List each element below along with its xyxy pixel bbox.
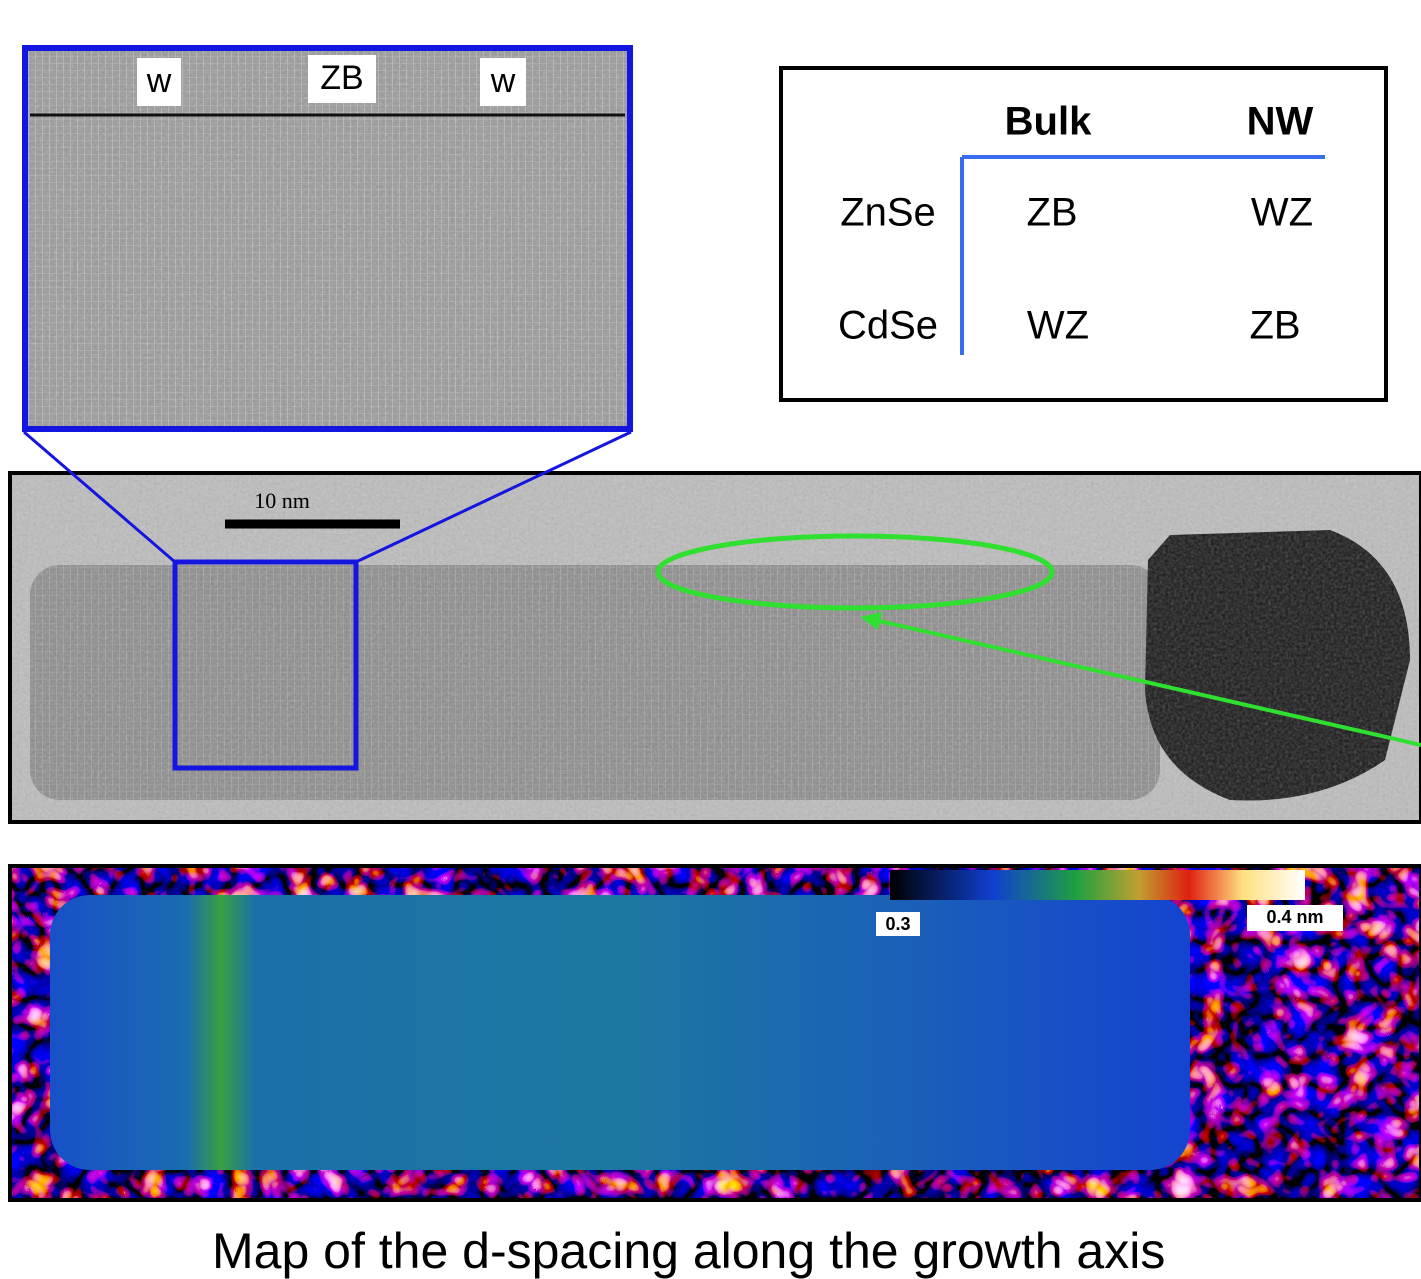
column-header: Bulk [1005,100,1092,144]
table-cell: ZB [1249,304,1300,348]
colorbar [890,870,1305,900]
table-cell: WZ [1251,191,1313,235]
page: w ZB w Bulk NW ZnSe ZB WZ CdSe WZ ZB 10 … [0,0,1421,1279]
figure: w ZB w Bulk NW ZnSe ZB WZ CdSe WZ ZB 10 … [0,0,1421,1279]
inset: w ZB w [22,45,633,432]
inset-noise [22,45,633,432]
colorbar-label: 0.3 [885,914,910,934]
scale-bar-label: 10 nm [254,488,310,513]
column-header: NW [1247,100,1314,144]
caption: Map of the d-spacing along the growth ax… [212,1223,1165,1279]
inset-label: w [146,62,172,100]
table-cell: ZB [1026,191,1077,235]
row-header: ZnSe [840,191,936,235]
row-header: CdSe [838,304,938,348]
colorbar-label: 0.4 nm [1266,907,1323,927]
inset-label: w [490,62,516,100]
structure-table: Bulk NW ZnSe ZB WZ CdSe WZ ZB [781,68,1386,400]
d-spacing-map: 0.3 0.4 nm [10,866,1421,1200]
nanowire-map [50,895,1190,1170]
inset-label: ZB [320,59,363,97]
table-cell: WZ [1027,304,1089,348]
